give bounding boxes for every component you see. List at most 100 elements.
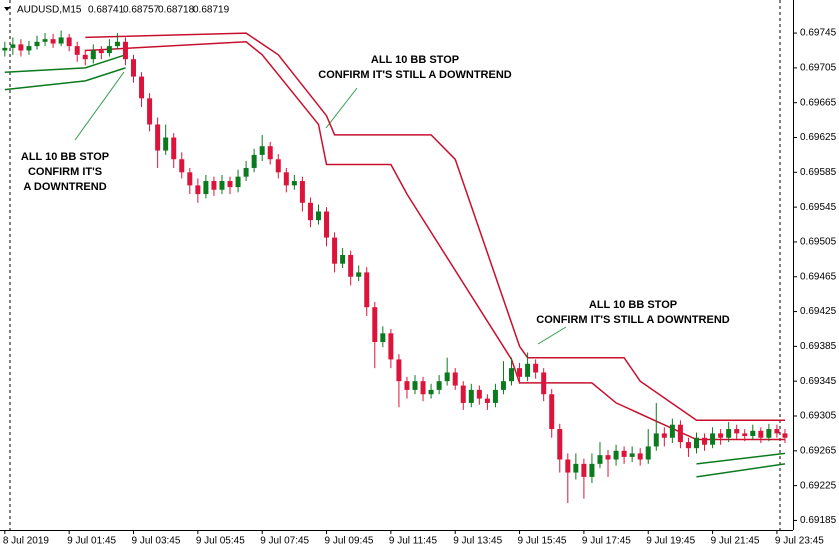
candle-body [74,46,80,55]
candle-body [307,202,313,221]
y-tick-label: 0.69265 [800,445,837,456]
candle-body [211,181,217,190]
candle-body [460,385,466,403]
candle-body [291,181,297,186]
menu-arrow[interactable] [4,7,10,11]
candle-body [533,363,539,373]
candle-body [444,372,450,382]
candle-body [122,41,128,60]
candle-body [661,433,667,438]
candle-body [702,437,708,445]
candle-body [171,137,177,160]
candle-body [58,37,64,44]
candle-body [364,272,370,308]
x-tick-label: 9 Jul 13:45 [453,536,502,547]
candle-body [509,368,515,382]
candle-body [139,76,145,99]
candle-body [179,159,185,173]
candle-body [18,44,24,51]
annotation-leader [74,71,125,141]
candle-body [541,372,547,395]
candle-body [42,39,48,42]
candle-body [710,433,716,445]
candle-body [315,211,321,221]
candle-body [356,272,362,277]
x-tick-label: 9 Jul 19:45 [646,536,695,547]
candle-body [267,146,273,160]
candle-body [500,381,506,390]
candle-body [299,181,305,203]
y-tick-label: 0.69345 [800,376,837,387]
x-tick-label: 9 Jul 11:45 [389,536,438,547]
candle-body [685,442,691,449]
candle-body [452,372,458,386]
candle-body [758,430,764,438]
y-tick-label: 0.69505 [800,237,837,248]
candle-body [693,437,699,449]
annotation: ALL 10 BB STOP [21,151,109,163]
candle-body [251,154,257,168]
y-tick-label: 0.69665 [800,97,837,108]
annotation: ALL 10 BB STOP [589,299,677,311]
candle-body [98,50,104,54]
candle-body [219,181,225,190]
header-value: 0.68719 [193,5,230,16]
candle-body [26,46,32,51]
candle-body [726,429,732,438]
annotation: ALL 10 BB STOP [371,54,459,66]
annotation: CONFIRM IT'S STILL A DOWNTREND [536,314,730,326]
annotation: CONFIRM IT'S STILL A DOWNTREND [318,69,512,81]
y-tick-label: 0.69305 [800,411,837,422]
candle-body [66,37,72,47]
annotation-leader [325,87,358,129]
candle-body [340,254,346,264]
x-tick-label: 9 Jul 03:45 [132,536,181,547]
candle-body [10,44,16,48]
y-tick-label: 0.69705 [800,63,837,74]
x-tick-label: 9 Jul 15:45 [518,536,567,547]
band-line [4,67,786,478]
candle-body [372,307,378,343]
candle-body [637,453,643,460]
annotation: A DOWNTREND [23,181,106,193]
candle-body [187,172,193,186]
candle-body [131,59,137,77]
header-value: 0.68757 [123,5,160,16]
band-line [4,54,786,465]
x-tick-label: 9 Jul 01:45 [67,536,116,547]
candle-body [782,433,788,438]
candle-body [243,167,249,177]
candle-body [82,54,88,60]
y-tick-label: 0.69225 [800,480,837,491]
y-tick-label: 0.69185 [800,515,837,526]
candle-body [235,176,241,188]
candle-body [629,453,635,457]
candle-body [50,39,56,44]
x-tick-label: 9 Jul 17:45 [582,536,631,547]
header-value: 0.68741 [88,5,125,16]
symbol: AUDUSD,M15 [17,5,82,16]
candle-body [653,433,659,447]
candle-body [114,41,120,47]
candle-body [90,50,96,60]
candle-body [34,41,40,47]
candle-body [259,146,265,155]
header-value: 0.68718 [158,5,195,16]
candle-body [380,333,386,343]
candle-body [436,381,442,390]
candle-body [404,381,410,390]
candle-body [750,430,756,437]
annotation: CONFIRM IT'S [28,166,102,178]
candle-body [742,433,748,437]
x-tick-label: 8 Jul 2019 [3,536,50,547]
y-tick-label: 0.69425 [800,306,837,317]
candle-body [155,124,161,151]
candle-body [669,424,675,438]
candle-body [734,429,740,434]
x-tick-label: 9 Jul 07:45 [260,536,309,547]
candle-body [621,450,627,457]
candle-body [348,254,354,277]
y-tick-label: 0.69545 [800,202,837,213]
candle-body [581,463,587,477]
